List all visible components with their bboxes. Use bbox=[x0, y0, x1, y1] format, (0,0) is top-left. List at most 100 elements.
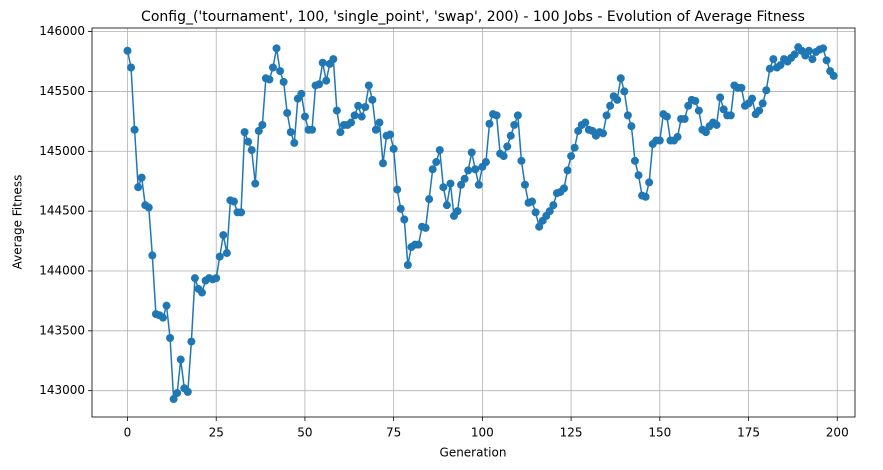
data-point bbox=[357, 112, 366, 121]
data-point bbox=[769, 55, 778, 64]
data-point bbox=[627, 122, 636, 131]
data-point bbox=[755, 106, 764, 115]
data-point bbox=[503, 142, 512, 151]
chart-title: Config_('tournament', 100, 'single_point… bbox=[141, 9, 805, 25]
data-point bbox=[599, 129, 608, 138]
data-point bbox=[439, 183, 448, 192]
data-point bbox=[403, 260, 412, 269]
data-point bbox=[137, 173, 146, 182]
data-point bbox=[158, 313, 167, 322]
data-point bbox=[531, 208, 540, 217]
data-point bbox=[528, 197, 537, 206]
data-point bbox=[300, 112, 309, 121]
data-point bbox=[804, 46, 813, 55]
data-point bbox=[134, 183, 143, 192]
data-point bbox=[425, 195, 434, 204]
y-axis-label: Average Fitness bbox=[11, 175, 25, 270]
data-point bbox=[222, 249, 231, 258]
x-tick-label: 25 bbox=[209, 426, 224, 440]
data-point bbox=[581, 118, 590, 127]
x-tick-label: 0 bbox=[124, 426, 132, 440]
data-point bbox=[244, 137, 253, 146]
data-point bbox=[421, 223, 430, 232]
data-point bbox=[499, 152, 508, 161]
data-point bbox=[634, 171, 643, 180]
data-point bbox=[574, 126, 583, 135]
data-point bbox=[187, 337, 196, 346]
data-point bbox=[308, 125, 317, 134]
data-point bbox=[130, 125, 139, 134]
data-point bbox=[283, 108, 292, 117]
data-point bbox=[464, 166, 473, 175]
data-point bbox=[822, 56, 831, 65]
data-point bbox=[162, 301, 171, 310]
data-point bbox=[517, 156, 526, 165]
data-point bbox=[492, 111, 501, 120]
data-point bbox=[453, 207, 462, 216]
y-tick-label: 144000 bbox=[39, 263, 85, 277]
x-tick-label: 75 bbox=[386, 426, 401, 440]
data-point bbox=[237, 208, 246, 217]
data-point bbox=[148, 251, 157, 260]
data-point bbox=[229, 197, 238, 206]
data-point bbox=[123, 46, 132, 55]
data-point bbox=[354, 101, 363, 110]
data-point bbox=[254, 126, 263, 135]
data-point bbox=[332, 106, 341, 115]
y-tick-label: 143000 bbox=[39, 383, 85, 397]
data-point bbox=[673, 132, 682, 141]
data-point bbox=[471, 165, 480, 174]
data-point bbox=[570, 143, 579, 152]
data-point bbox=[694, 106, 703, 115]
data-point bbox=[272, 44, 281, 53]
data-point bbox=[290, 138, 299, 147]
data-point bbox=[691, 97, 700, 106]
data-point bbox=[701, 128, 710, 137]
data-point bbox=[457, 180, 466, 189]
data-point bbox=[315, 80, 324, 89]
x-tick-label: 200 bbox=[826, 426, 849, 440]
data-point bbox=[361, 102, 370, 111]
data-point bbox=[765, 64, 774, 73]
x-tick-label: 50 bbox=[297, 426, 312, 440]
data-point bbox=[563, 166, 572, 175]
x-tick-label: 150 bbox=[648, 426, 671, 440]
data-point bbox=[467, 148, 476, 157]
data-point bbox=[613, 95, 622, 104]
data-point bbox=[641, 192, 650, 201]
y-tick-label: 143500 bbox=[39, 323, 85, 337]
data-point bbox=[183, 387, 192, 396]
data-point bbox=[819, 44, 828, 53]
data-point bbox=[371, 125, 380, 134]
data-point bbox=[645, 178, 654, 187]
y-tick-label: 145000 bbox=[39, 144, 85, 158]
data-point bbox=[808, 55, 817, 64]
data-point bbox=[829, 71, 838, 80]
y-tick-label: 145500 bbox=[39, 84, 85, 98]
data-point bbox=[350, 111, 359, 120]
data-point bbox=[549, 201, 558, 210]
data-point bbox=[329, 55, 338, 64]
data-point bbox=[258, 120, 267, 129]
data-point bbox=[737, 83, 746, 92]
data-point bbox=[322, 76, 331, 85]
data-point bbox=[347, 118, 356, 127]
data-point bbox=[268, 63, 277, 72]
x-tick-label: 125 bbox=[560, 426, 583, 440]
data-point bbox=[190, 274, 199, 283]
data-point bbox=[758, 99, 767, 108]
data-point bbox=[567, 152, 576, 161]
data-point bbox=[716, 93, 725, 102]
data-point bbox=[215, 252, 224, 261]
y-tick-label: 146000 bbox=[39, 24, 85, 38]
data-point bbox=[520, 180, 529, 189]
data-point bbox=[364, 81, 373, 90]
data-point bbox=[432, 158, 441, 167]
x-axis-label: Generation bbox=[440, 446, 507, 460]
data-point bbox=[286, 128, 295, 137]
data-point bbox=[623, 111, 632, 120]
data-point bbox=[198, 288, 207, 297]
data-point bbox=[279, 77, 288, 86]
